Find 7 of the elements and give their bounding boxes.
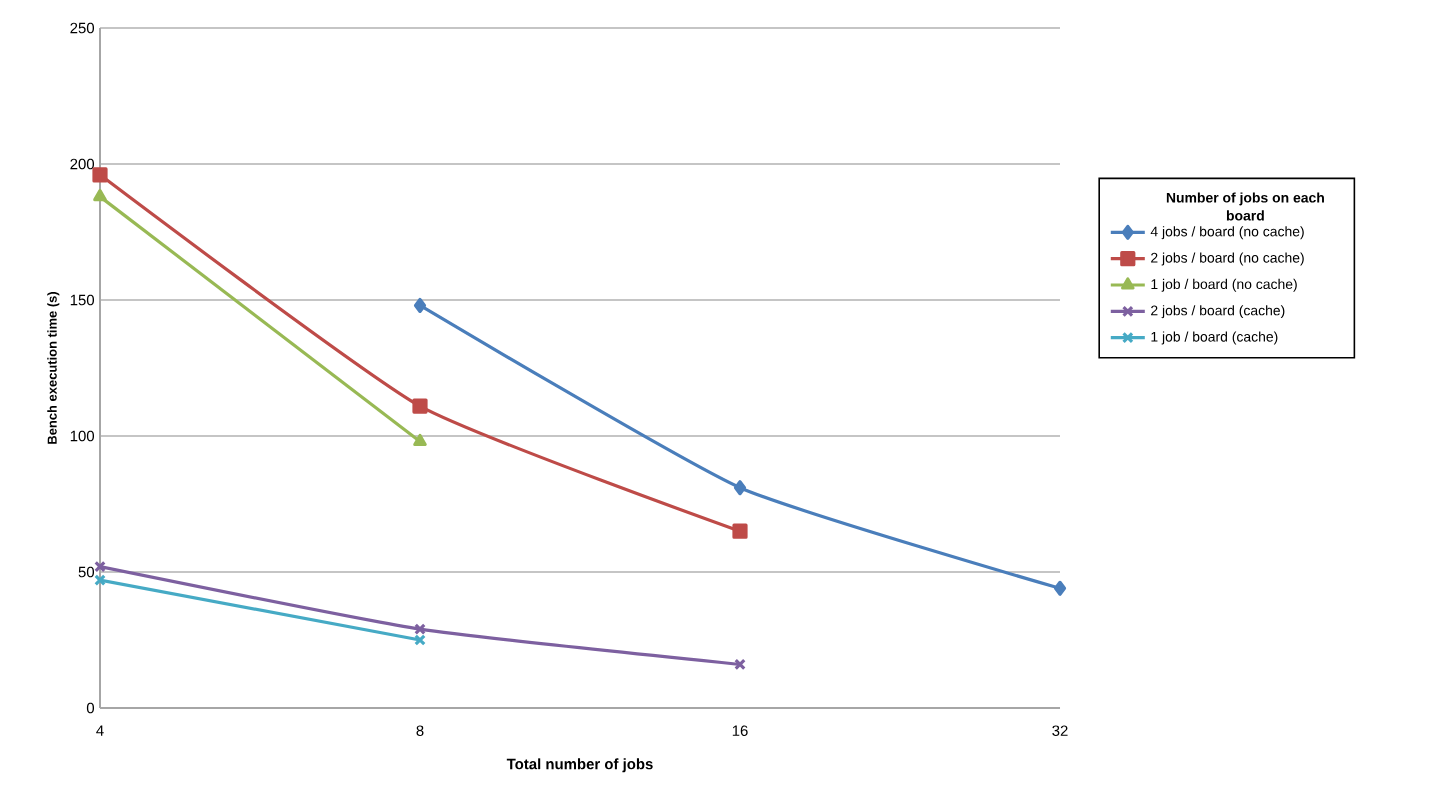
point — [413, 297, 427, 314]
point — [1053, 580, 1067, 596]
point — [732, 523, 748, 539]
point — [414, 623, 426, 635]
point — [412, 398, 428, 414]
point — [92, 167, 108, 183]
point — [733, 480, 747, 496]
